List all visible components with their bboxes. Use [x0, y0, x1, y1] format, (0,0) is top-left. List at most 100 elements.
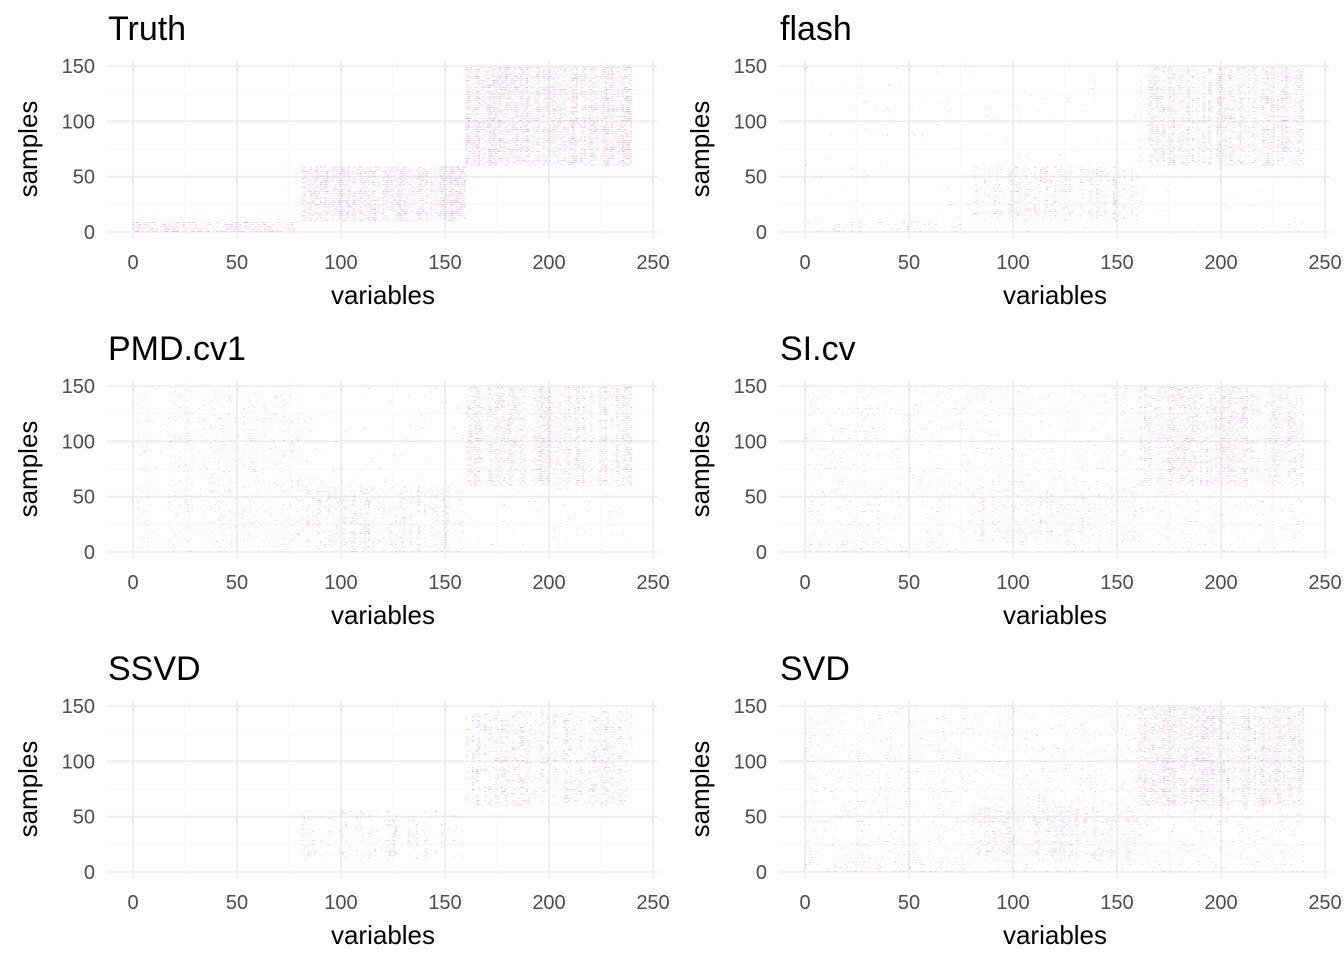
heatmap-cell — [1152, 118, 1155, 119]
heatmap-cell — [549, 133, 551, 135]
heatmap-cell — [515, 106, 518, 108]
heatmap-cell — [228, 226, 231, 228]
heatmap-cell — [623, 140, 626, 141]
heatmap-cell — [497, 111, 499, 113]
heatmap-cell — [488, 131, 491, 133]
heatmap-cell — [363, 206, 366, 208]
heatmap-cell — [1092, 188, 1094, 190]
heatmap-cell — [1069, 188, 1072, 190]
heatmap-cell — [499, 104, 501, 106]
heatmap-cell — [486, 124, 489, 126]
heatmap-cell — [403, 206, 406, 208]
heatmap-cell — [499, 151, 501, 153]
heatmap-cell — [1050, 182, 1053, 183]
heatmap-cell — [902, 222, 905, 223]
heatmap-cell — [1171, 93, 1173, 95]
heatmap-cell — [617, 115, 620, 117]
heatmap-cell — [555, 95, 558, 97]
heatmap-cell — [528, 67, 531, 68]
heatmap-cell — [351, 213, 354, 214]
heatmap-cell — [451, 219, 454, 221]
heatmap-cell — [449, 195, 452, 197]
heatmap-cell — [549, 113, 551, 115]
heatmap-cell — [569, 111, 572, 113]
heatmap-cell — [532, 82, 535, 84]
heatmap-cell — [1181, 93, 1184, 95]
heatmap-cell — [573, 155, 576, 157]
heatmap-cell — [601, 71, 603, 73]
heatmap-cell — [365, 186, 368, 188]
heatmap-cell — [311, 213, 314, 214]
heatmap-cell — [135, 228, 137, 230]
heatmap-cell — [1019, 168, 1022, 170]
heatmap-cell — [592, 78, 595, 79]
heatmap-cell — [1152, 113, 1155, 115]
heatmap-cell — [472, 124, 474, 126]
heatmap-cell — [484, 93, 487, 95]
heatmap-cell — [388, 171, 391, 172]
heatmap-cell — [1129, 217, 1132, 219]
heatmap-cell — [480, 69, 483, 71]
heatmap-cell — [449, 179, 452, 181]
heatmap-cell — [343, 177, 345, 179]
heatmap-cell — [1181, 95, 1184, 97]
heatmap-cell — [432, 219, 435, 221]
heatmap-cell — [1148, 91, 1151, 93]
heatmap-cell — [482, 142, 485, 144]
heatmap-cell — [524, 140, 526, 141]
heatmap-cell — [542, 89, 545, 91]
heatmap-cell — [524, 78, 526, 79]
heatmap-cell — [576, 162, 578, 164]
heatmap-cell — [517, 109, 520, 110]
heatmap-cell — [484, 157, 487, 159]
heatmap-cell — [422, 186, 424, 188]
heatmap-cell — [1135, 208, 1138, 210]
heatmap-cell — [386, 197, 389, 199]
heatmap-cell — [467, 153, 470, 155]
heatmap-cell — [467, 124, 470, 126]
heatmap-cell — [305, 173, 308, 175]
heatmap-cell — [401, 177, 404, 179]
heatmap-cell — [513, 142, 516, 144]
heatmap-cell — [341, 171, 343, 172]
heatmap-cell — [1100, 215, 1103, 217]
heatmap-cell — [407, 199, 410, 201]
heatmap-cell — [182, 224, 185, 226]
heatmap-cell — [1139, 115, 1142, 117]
heatmap-cell — [609, 109, 612, 110]
heatmap-cell — [621, 89, 624, 91]
heatmap-cell — [480, 67, 483, 68]
heatmap-cell — [361, 173, 364, 175]
heatmap-cell — [601, 109, 603, 110]
heatmap-cell — [461, 210, 464, 212]
heatmap-cell — [191, 226, 194, 228]
heatmap-cell — [521, 91, 524, 93]
heatmap-cell — [455, 219, 458, 221]
heatmap-cell — [457, 171, 460, 172]
heatmap-cell — [1096, 191, 1099, 192]
heatmap-cell — [195, 224, 198, 226]
heatmap-cell — [133, 226, 135, 228]
heatmap-cell — [1096, 197, 1099, 199]
heatmap-cell — [1169, 142, 1171, 144]
heatmap-cell — [488, 84, 491, 86]
heatmap-cell — [1158, 124, 1161, 126]
heatmap-cell — [378, 179, 381, 181]
heatmap-cell — [561, 75, 564, 77]
heatmap-cell — [374, 171, 377, 172]
heatmap-cell — [1046, 166, 1049, 168]
heatmap-cell — [584, 67, 587, 68]
heatmap-cell — [305, 182, 308, 183]
heatmap-cell — [478, 78, 481, 79]
heatmap-cell — [588, 91, 591, 93]
heatmap-cell — [1089, 184, 1092, 186]
heatmap-cell — [590, 106, 593, 108]
heatmap-cell — [372, 195, 375, 197]
heatmap-cell — [482, 104, 485, 106]
heatmap-cell — [447, 191, 449, 192]
heatmap-cell — [1096, 215, 1099, 217]
heatmap-cell — [476, 131, 479, 133]
heatmap-cell — [611, 98, 614, 99]
heatmap-cell — [413, 186, 416, 188]
heatmap-cell — [332, 168, 335, 170]
